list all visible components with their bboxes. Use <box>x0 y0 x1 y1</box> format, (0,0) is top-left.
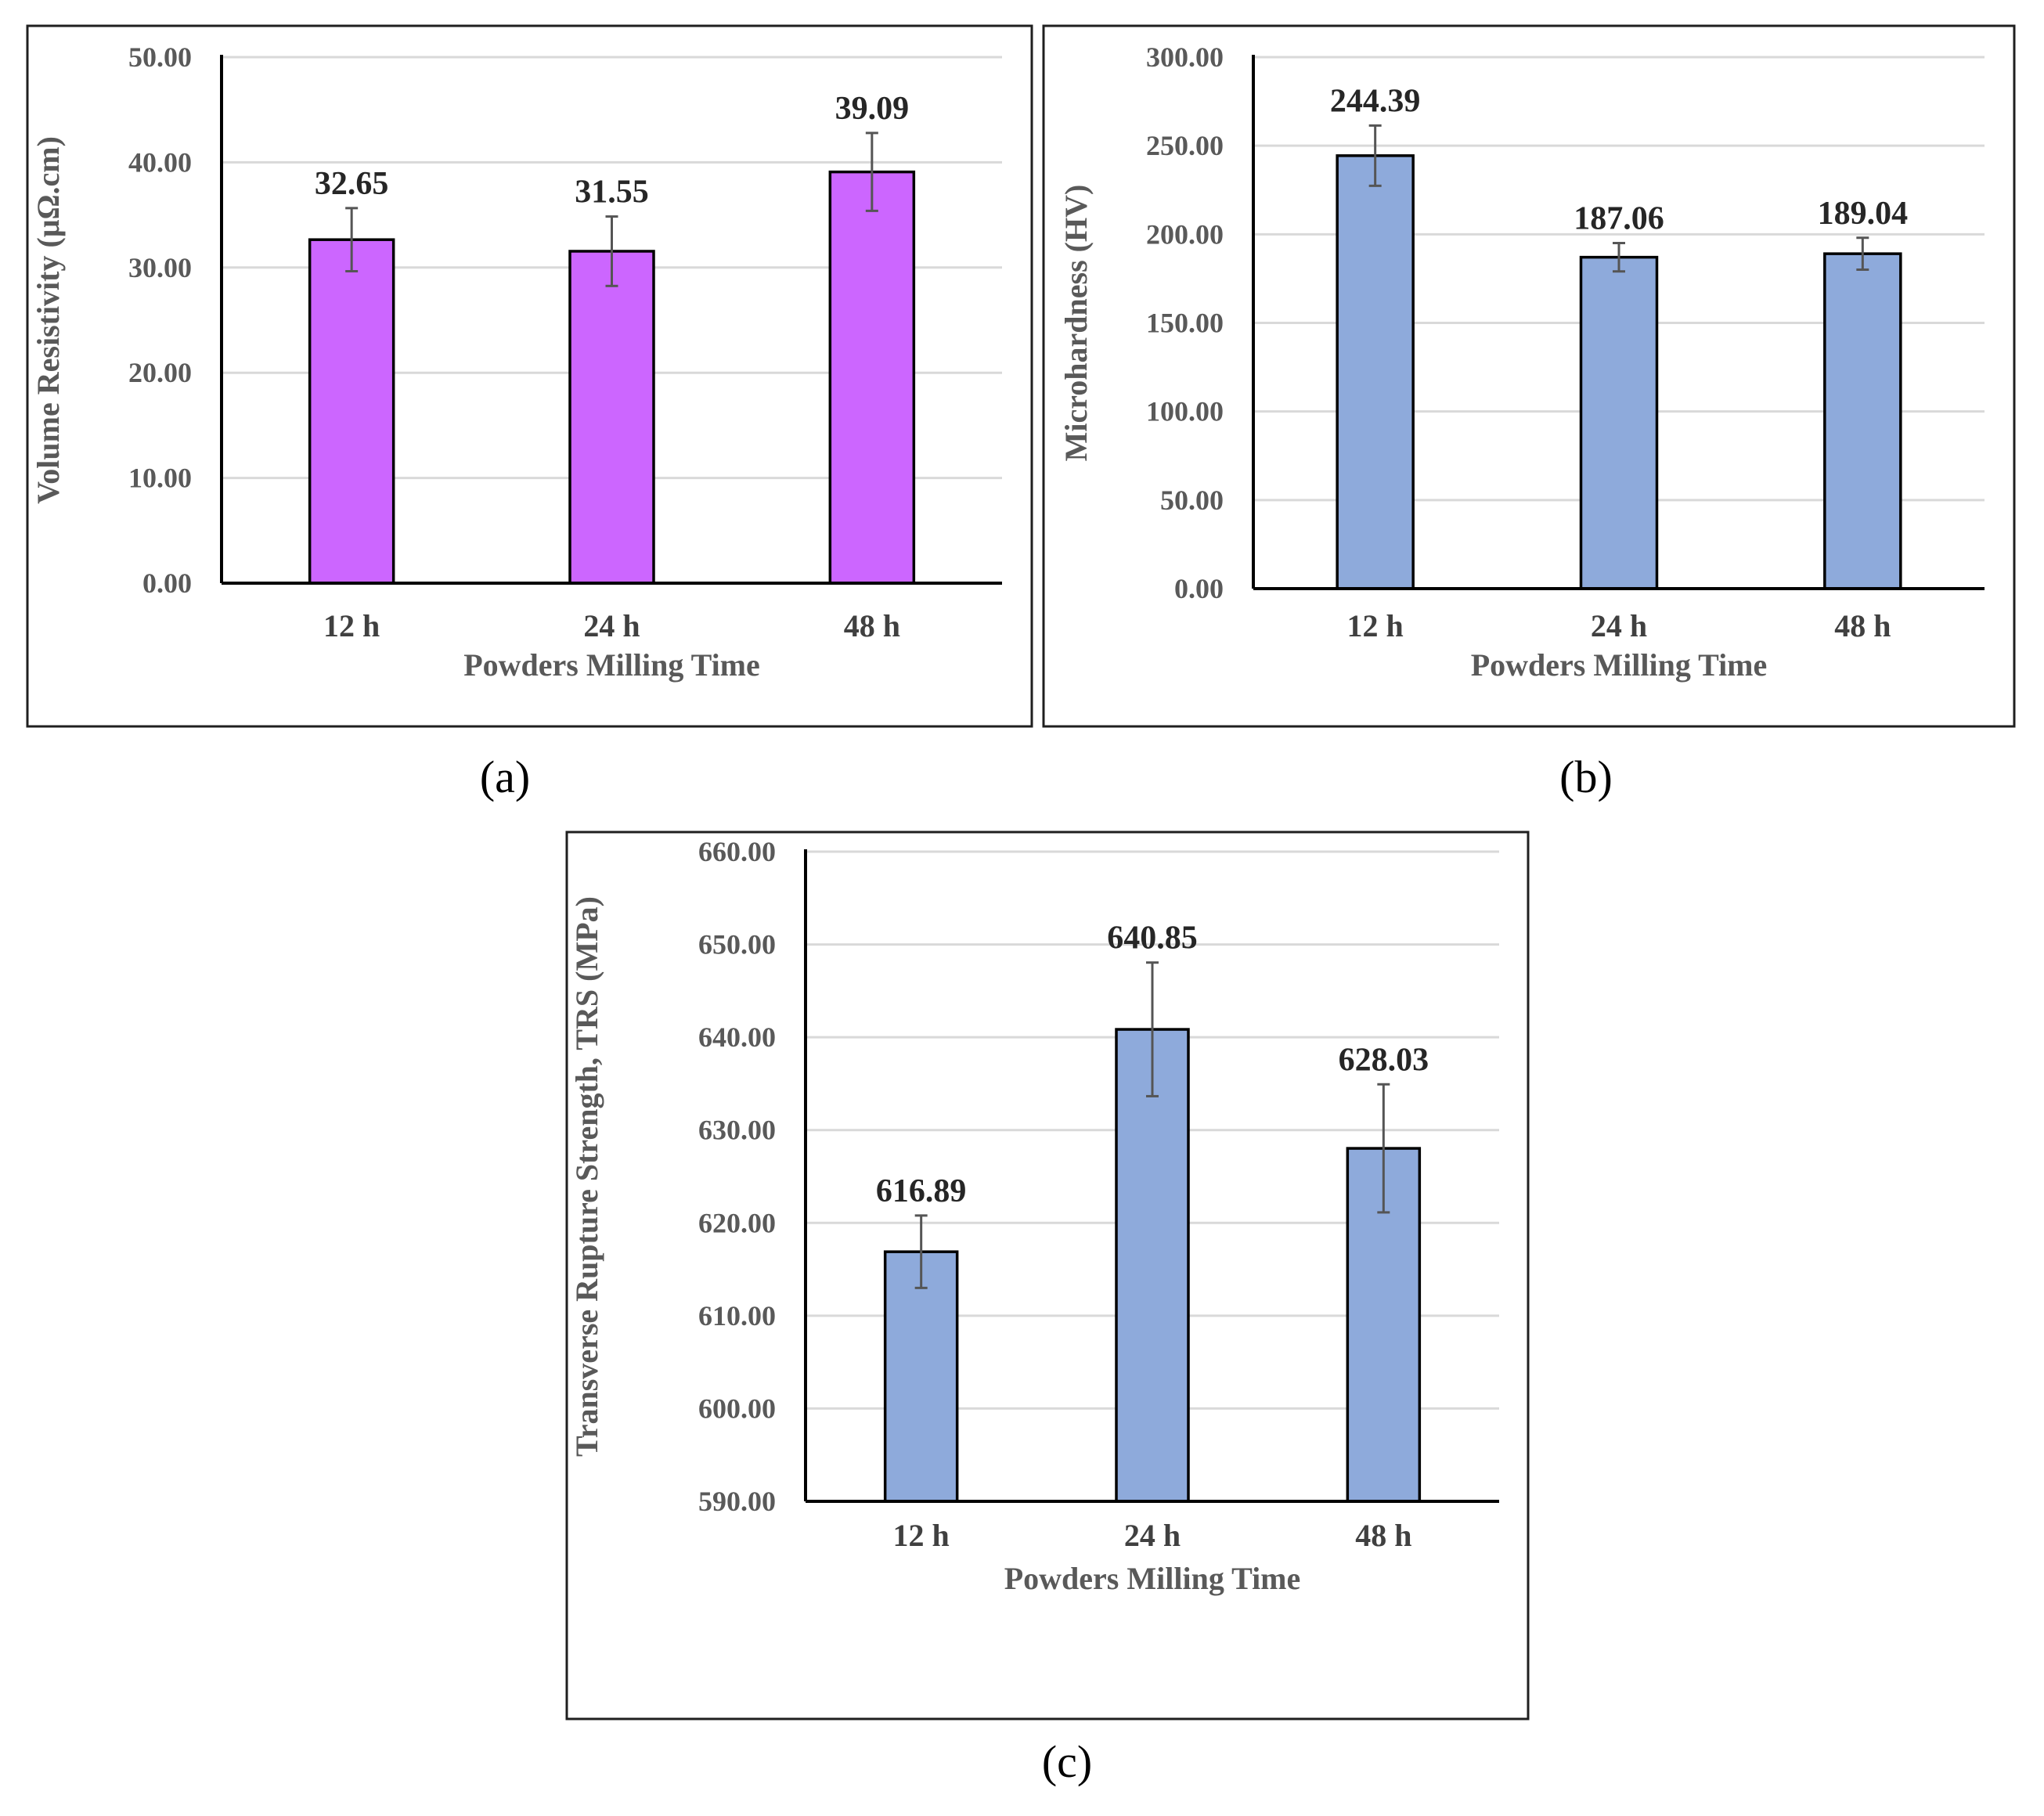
chart-panel-a: 0.00 10.00 20.00 30.00 40.00 50.00 32.65 12 h 31… <box>26 24 1033 802</box>
x-tick-label: 24 h <box>1591 608 1647 643</box>
panel-caption: (b) <box>1559 751 1613 802</box>
y-tick-label: 100.00 <box>1146 396 1224 427</box>
x-tick-label: 12 h <box>323 608 380 643</box>
bar-24h <box>1579 255 1659 590</box>
bar-12h <box>1336 154 1415 590</box>
y-tick-label: 620.00 <box>698 1207 776 1238</box>
data-label: 32.65 <box>315 166 389 202</box>
x-axis-title: Powders Milling Time <box>1004 1561 1301 1596</box>
data-label: 244.39 <box>1330 83 1421 119</box>
data-label: 189.04 <box>1818 196 1909 232</box>
data-label: 39.09 <box>835 91 910 127</box>
x-axis-title: Powders Milling Time <box>463 647 760 683</box>
bar-48h <box>828 170 916 585</box>
x-tick-label: 48 h <box>844 608 900 643</box>
x-tick-label: 24 h <box>583 608 640 643</box>
y-tick-label: 10.00 <box>128 463 192 494</box>
y-tick-label: 600.00 <box>698 1393 776 1424</box>
y-axis-title: Volume Resistivity (μΩ.cm) <box>31 136 66 504</box>
y-tick-label: 630.00 <box>698 1115 776 1146</box>
y-tick-label: 660.00 <box>698 836 776 867</box>
y-tick-label: 590.00 <box>698 1486 776 1517</box>
chart-panel-b: 0.00 50.00 100.00 150.00 200.00 250.00 300.00 2… <box>1042 24 2016 802</box>
y-tick-label: 0.00 <box>1174 573 1224 604</box>
y-tick-label: 650.00 <box>698 929 776 960</box>
y-tick-label: 200.00 <box>1146 218 1224 250</box>
bar-12h <box>308 238 395 585</box>
x-tick-label: 12 h <box>1347 608 1404 643</box>
y-tick-label: 150.00 <box>1146 308 1224 339</box>
y-tick-label: 30.00 <box>128 252 192 283</box>
y-tick-label: 250.00 <box>1146 130 1224 161</box>
x-axis-title: Powders Milling Time <box>1471 647 1768 683</box>
x-tick-label: 12 h <box>893 1518 950 1553</box>
panel-caption: (a) <box>480 751 530 802</box>
x-tick-label: 48 h <box>1355 1518 1411 1553</box>
y-tick-label: 0.00 <box>142 568 192 599</box>
x-tick-label: 48 h <box>1834 608 1891 643</box>
y-tick-label: 610.00 <box>698 1300 776 1331</box>
data-label: 628.03 <box>1339 1042 1429 1078</box>
y-tick-label: 20.00 <box>128 357 192 388</box>
data-label: 31.55 <box>575 175 649 211</box>
y-tick-label: 640.00 <box>698 1022 776 1053</box>
data-label: 640.85 <box>1107 921 1198 957</box>
panel-caption: (c) <box>1042 1736 1092 1787</box>
bar-24h <box>568 250 655 585</box>
y-tick-label: 50.00 <box>128 41 192 73</box>
data-label: 187.06 <box>1574 201 1664 237</box>
y-tick-label: 50.00 <box>1160 485 1224 516</box>
bar-24h <box>1115 1028 1190 1503</box>
y-axis-title: Transverse Rupture Strength, TRS (MPa) <box>569 896 604 1457</box>
data-label: 616.89 <box>876 1173 967 1209</box>
bar-48h <box>1823 252 1902 590</box>
y-tick-label: 300.00 <box>1146 41 1224 73</box>
bar-12h <box>883 1250 959 1503</box>
chart-panel-c: 590.00 600.00 610.00 620.00 630.00 640.00 650.… <box>565 831 1530 1787</box>
y-tick-label: 40.00 <box>128 146 192 178</box>
x-tick-label: 24 h <box>1124 1518 1181 1553</box>
y-axis-title: Microhardness (HV) <box>1058 185 1094 462</box>
